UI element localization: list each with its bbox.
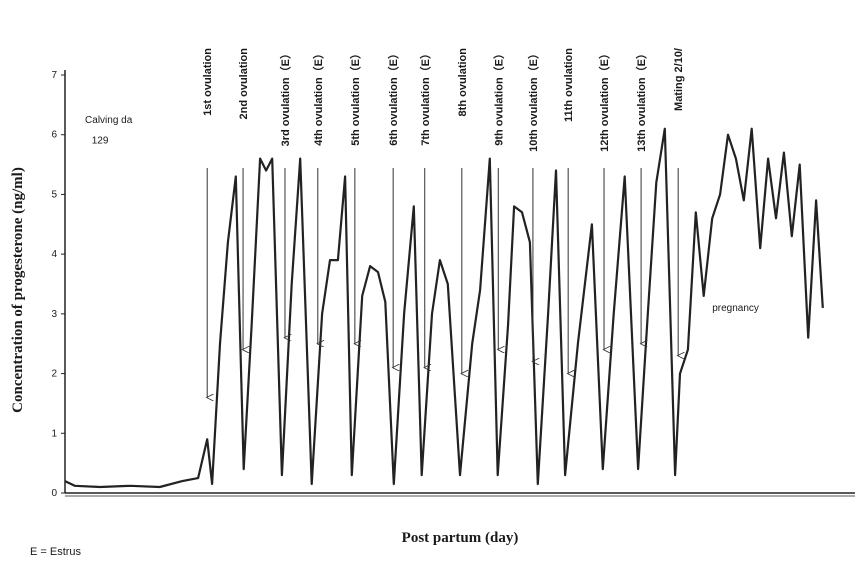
y-tick-label: 2 bbox=[51, 369, 57, 380]
annotation-label: 6th ovulation（E） bbox=[387, 48, 400, 146]
annotation-label: 9th ovulation（E） bbox=[492, 48, 505, 146]
annotation-label: 11th ovulation bbox=[563, 48, 575, 122]
y-tick-label: 3 bbox=[51, 309, 57, 320]
annotation-label: 4th ovulation（E） bbox=[312, 48, 325, 146]
annotation-label: 1st ovulation bbox=[202, 48, 214, 116]
note: pregnancy bbox=[712, 303, 759, 314]
y-tick-label: 1 bbox=[51, 428, 57, 439]
y-tick-label: 4 bbox=[51, 249, 57, 260]
y-axis-title: Concentration of progesterone (ng/ml) bbox=[10, 167, 26, 413]
progesterone-line bbox=[64, 127, 824, 489]
annotation-label: 7th ovulation（E） bbox=[419, 48, 432, 146]
footnote: E = Estrus bbox=[30, 546, 82, 558]
annotation-label: 5th ovulation（E） bbox=[349, 48, 362, 146]
annotation-label: 3rd ovulation（E） bbox=[279, 48, 292, 146]
annotation-label: 8th ovulation bbox=[457, 48, 469, 117]
note: 129 bbox=[92, 136, 109, 147]
y-tick-label: 7 bbox=[51, 70, 57, 81]
annotation-label: 12th ovulation（E） bbox=[598, 48, 611, 152]
y-tick-label: 0 bbox=[51, 488, 57, 499]
y-tick-label: 5 bbox=[51, 189, 57, 200]
annotation-label: 13th ovulation（E） bbox=[635, 48, 648, 152]
x-axis-title: Post partum (day) bbox=[402, 530, 519, 546]
y-tick-label: 6 bbox=[51, 130, 57, 141]
note: Calving da bbox=[85, 115, 133, 126]
annotation-label: 10th ovulation（E） bbox=[527, 48, 540, 152]
annotation-label: 2nd ovulation bbox=[238, 48, 250, 120]
annotation-label: Mating 2/10/ bbox=[673, 48, 685, 111]
